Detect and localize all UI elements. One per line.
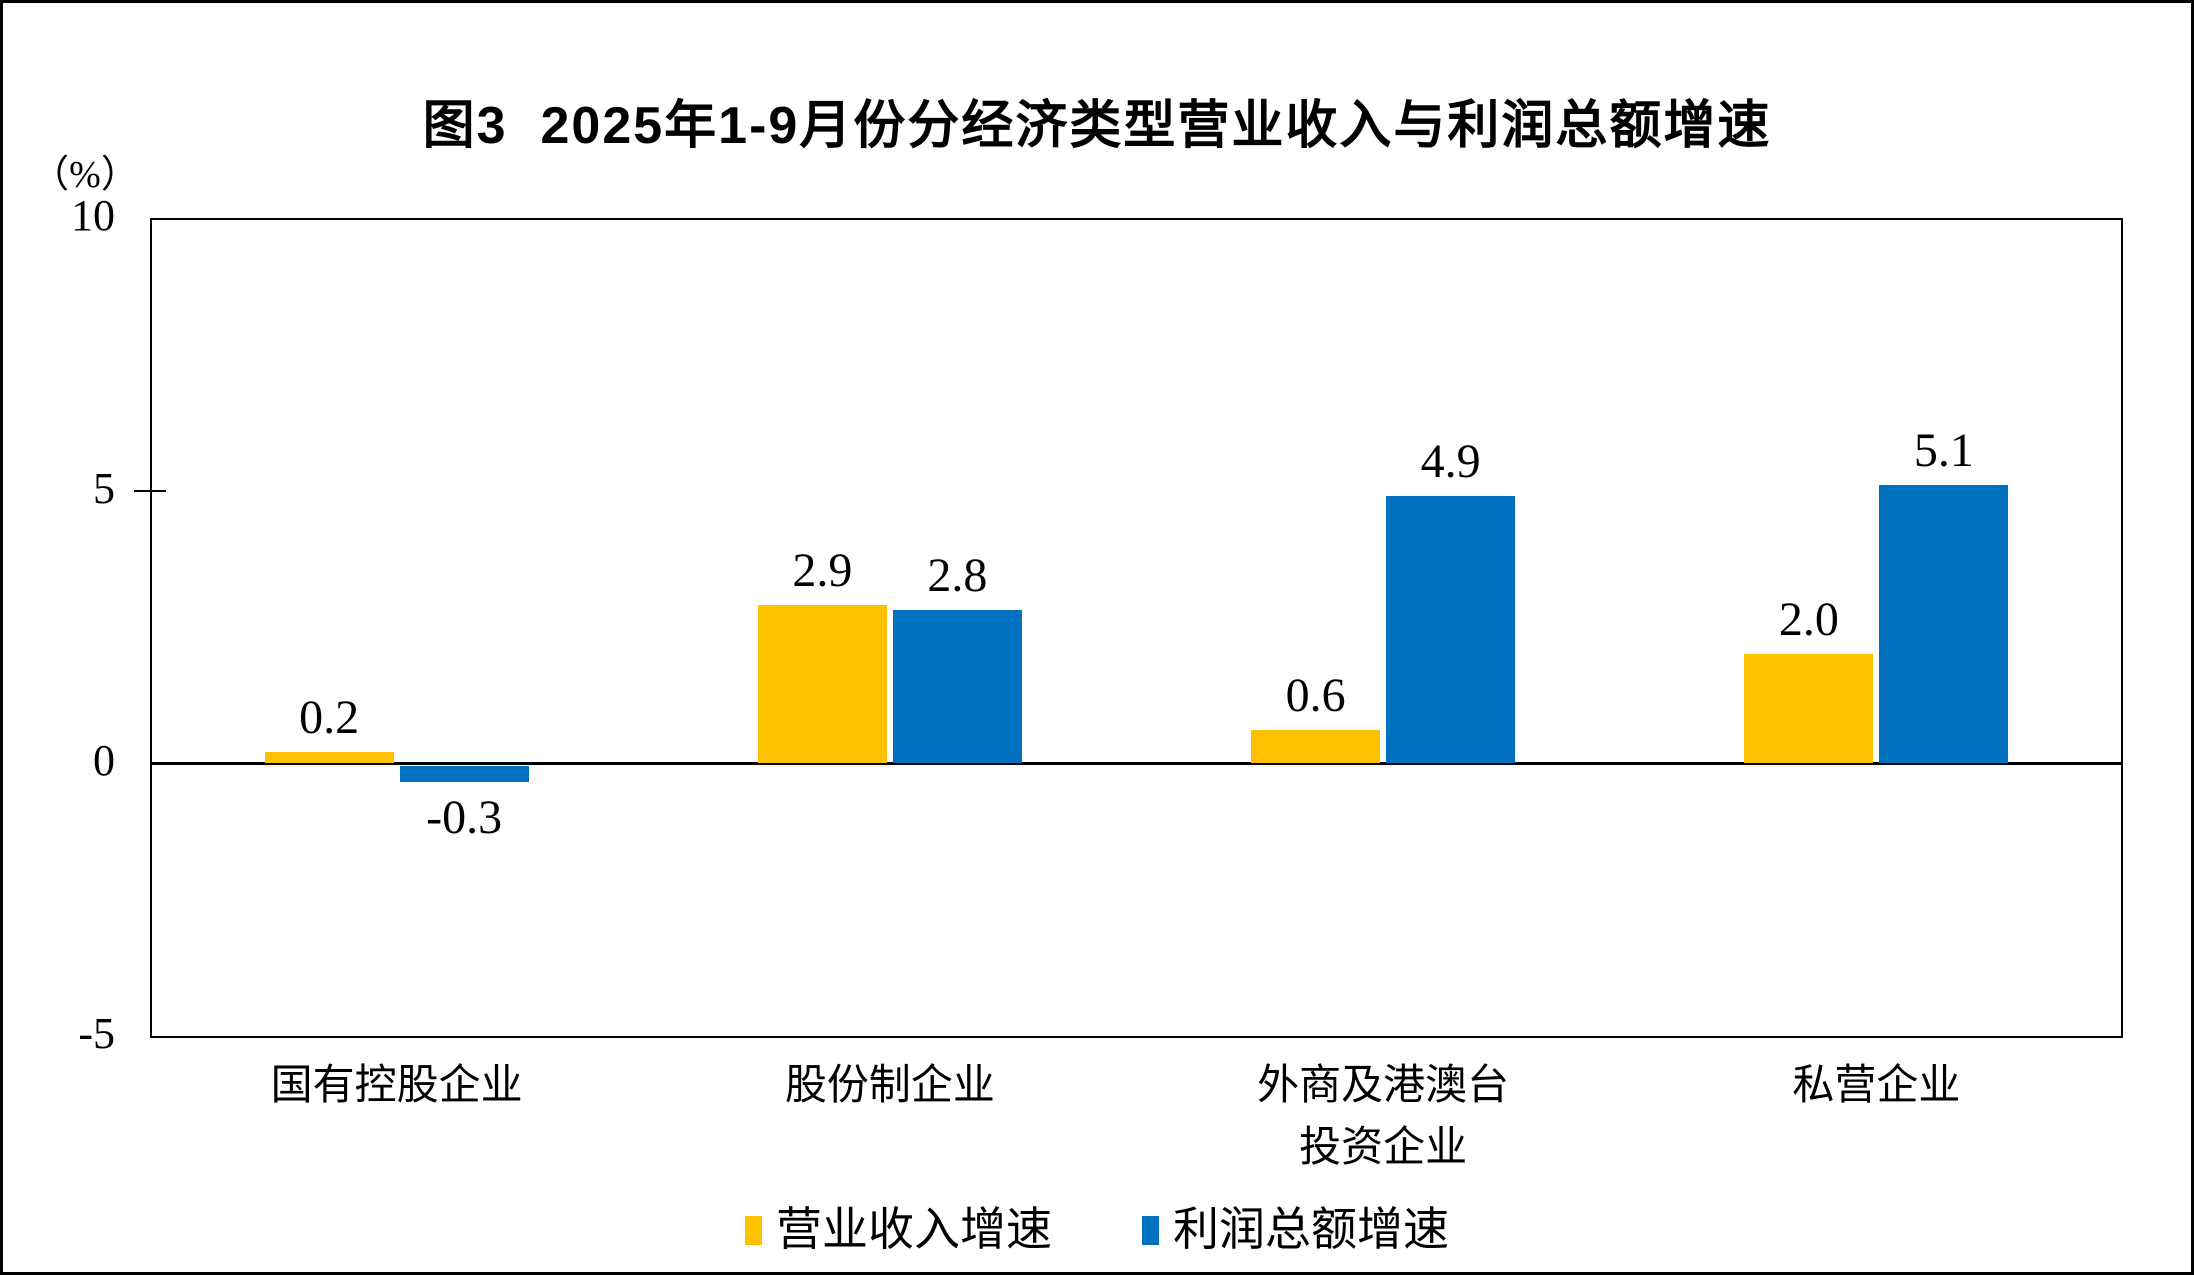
bar-revenue-group3	[1251, 730, 1381, 763]
bar-value-label: -0.3	[426, 791, 503, 845]
chart-title: 图3 2025年1-9月份分经济类型营业收入与利润总额增速	[422, 97, 1772, 155]
legend-swatch-icon	[745, 1215, 762, 1245]
bar-revenue-group4	[1744, 654, 1874, 763]
zero-axis-line	[150, 762, 2123, 765]
y-axis-unit-label: （%）	[31, 154, 139, 196]
bar-profit-group4	[1879, 485, 2009, 763]
bar-value-label: 0.2	[299, 691, 360, 745]
legend-label: 利润总额增速	[1173, 1204, 1449, 1255]
legend-item-revenue: 营业收入增速	[745, 1207, 1052, 1253]
x-axis-category-label: 国有控股企业	[270, 1063, 523, 1109]
x-axis-category-label: 私营企业	[1792, 1063, 1961, 1109]
chart-legend: 营业收入增速 利润总额增速	[3, 1207, 2191, 1253]
bar-value-label: 2.8	[927, 549, 988, 603]
legend-label: 营业收入增速	[776, 1204, 1052, 1255]
bar-revenue-group1	[264, 752, 394, 763]
bar-value-label: 5.1	[1913, 424, 1974, 478]
legend-item-profit: 利润总额增速	[1142, 1207, 1449, 1253]
bar-value-label: 2.9	[792, 543, 853, 597]
plot-area-frame	[150, 218, 2123, 1038]
bar-value-label: 4.9	[1420, 434, 1481, 488]
bar-profit-group1	[399, 766, 529, 783]
y-axis-tick-label: 10	[71, 191, 115, 241]
bar-profit-group2	[892, 610, 1022, 763]
y-axis-tick-mark	[134, 489, 166, 492]
y-axis-tick-label: 5	[93, 463, 115, 513]
y-axis-tick-label: 0	[93, 736, 115, 786]
x-axis-category-label: 股份制企业	[784, 1063, 995, 1109]
y-axis-tick-label: -5	[78, 1008, 115, 1058]
bar-value-label: 2.0	[1778, 593, 1839, 646]
x-axis-category-label: 外商及港澳台 投资企业	[1257, 1063, 1510, 1171]
legend-swatch-icon	[1142, 1215, 1159, 1245]
bar-profit-group3	[1386, 495, 1516, 763]
bar-value-label: 0.6	[1285, 669, 1346, 723]
bar-revenue-group2	[757, 604, 887, 763]
